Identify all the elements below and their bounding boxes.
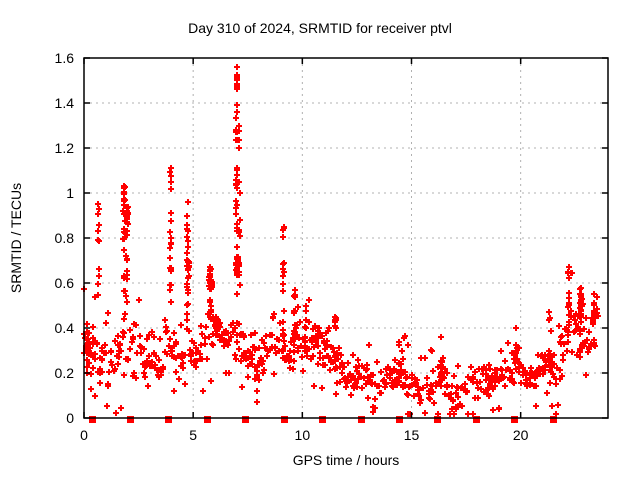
- track-marker-square: [319, 416, 326, 423]
- track-marker-square: [511, 416, 518, 423]
- x-tick-label: 0: [80, 427, 88, 443]
- track-marker-square: [550, 416, 557, 423]
- track-marker-square: [127, 416, 134, 423]
- track-marker-square: [89, 416, 96, 423]
- track-marker-square: [473, 416, 480, 423]
- y-tick-label: 0: [66, 410, 74, 426]
- y-tick-label: 1.6: [55, 50, 75, 66]
- y-tick-label: 0.4: [55, 320, 75, 336]
- track-marker-square: [281, 416, 288, 423]
- data-points-track-markers: [89, 416, 557, 423]
- y-tick-label: 0.8: [55, 230, 75, 246]
- track-marker-square: [434, 416, 441, 423]
- track-marker-square: [165, 416, 172, 423]
- x-tick-label: 5: [189, 427, 197, 443]
- y-tick-label: 1.2: [55, 140, 75, 156]
- y-tick-label: 0.6: [55, 275, 75, 291]
- chart-title: Day 310 of 2024, SRMTID for receiver ptv…: [188, 20, 452, 36]
- x-tick-label: 10: [295, 427, 311, 443]
- track-marker-square: [358, 416, 365, 423]
- track-marker-square: [242, 416, 249, 423]
- x-tick-label: 20: [513, 427, 529, 443]
- x-tick-label: 15: [404, 427, 420, 443]
- track-marker-square: [396, 416, 403, 423]
- track-marker-square: [204, 416, 211, 423]
- data-points-srmtid: [81, 64, 601, 417]
- y-tick-label: 1: [66, 185, 74, 201]
- x-axis-label: GPS time / hours: [292, 452, 400, 468]
- y-tick-label: 1.4: [55, 95, 75, 111]
- y-tick-label: 0.2: [55, 365, 75, 381]
